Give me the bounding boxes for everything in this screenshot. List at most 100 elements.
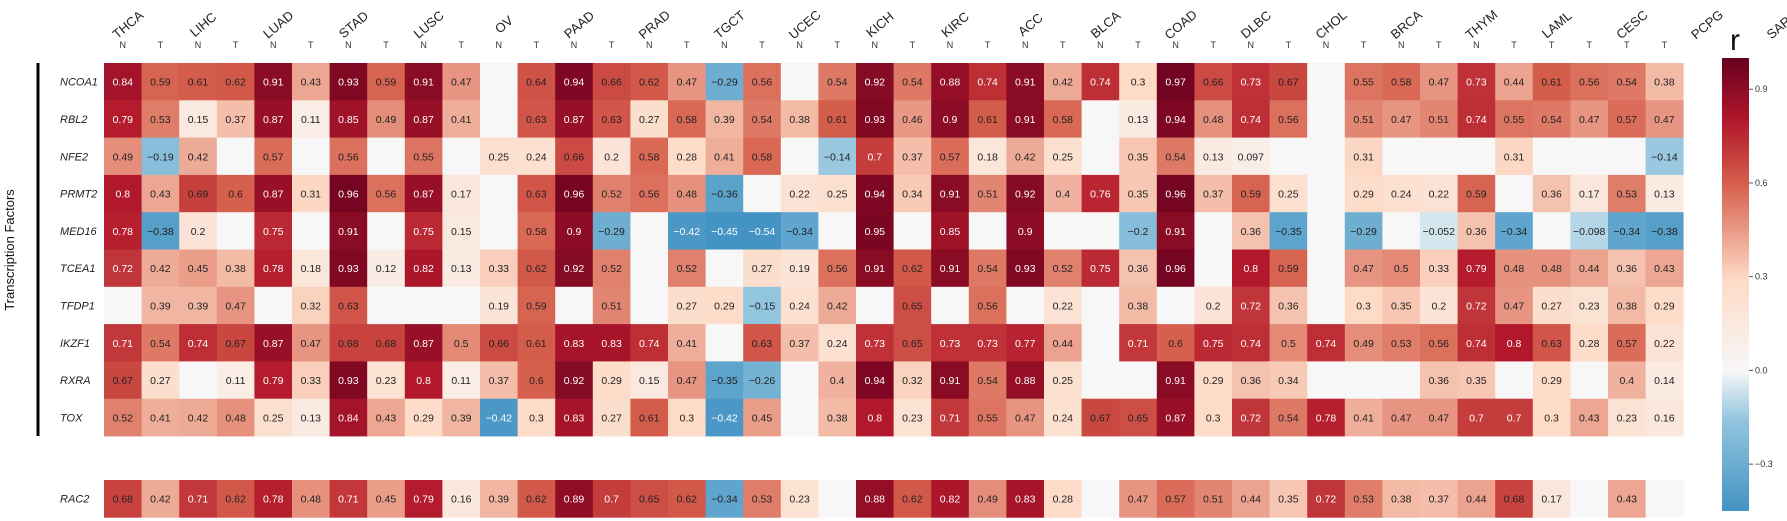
heatmap-cell xyxy=(1645,100,1684,138)
cell-value-RAC2: 0.82 xyxy=(940,494,961,506)
heatmap-cell xyxy=(1044,286,1082,325)
heatmap-cell xyxy=(1119,361,1158,400)
heatmap-cell xyxy=(104,324,142,362)
heatmap-cell xyxy=(1532,174,1571,213)
heatmap-cell xyxy=(818,212,857,250)
cell-value-TFDP1: 0.24 xyxy=(789,300,810,312)
heatmap-cell xyxy=(1232,212,1270,250)
cell-value-PRMT2: 0.25 xyxy=(827,189,848,201)
heatmap-cell xyxy=(856,100,894,138)
cell-value-PRMT2: 0.31 xyxy=(301,189,322,201)
cell-value-TOX: 0.83 xyxy=(564,412,585,424)
cell-value-RAC2: 0.45 xyxy=(376,494,397,506)
heatmap-cell xyxy=(404,324,443,362)
heatmap-cell xyxy=(668,398,706,437)
cell-value-RBL2: 0.79 xyxy=(113,114,134,126)
heatmap-cell xyxy=(931,249,970,288)
cancer-label: CHOL xyxy=(1312,7,1349,42)
cancer-label: KIRC xyxy=(938,9,971,40)
heatmap-cell xyxy=(1344,212,1383,250)
cell-value-TFDP1: 0.51 xyxy=(601,300,622,312)
heatmap-cell xyxy=(1344,174,1383,213)
cell-value-RAC2: 0.62 xyxy=(677,494,698,506)
heatmap-cell xyxy=(292,212,330,250)
cell-value-IKZF1: 0.57 xyxy=(1617,338,1638,350)
heatmap-cell xyxy=(141,212,180,250)
cell-value-RBL2: 0.63 xyxy=(601,114,622,126)
cell-value-RAC2: 0.71 xyxy=(188,494,209,506)
heatmap-cell xyxy=(442,286,481,325)
cell-value-TCEA1: 0.52 xyxy=(677,263,698,275)
heatmap-cell xyxy=(818,63,857,101)
cell-value-NCOA1: 0.61 xyxy=(1541,77,1562,89)
heatmap-cell xyxy=(1232,63,1270,101)
heatmap-cell xyxy=(968,174,1007,213)
cell-value-NFE2: −0.14 xyxy=(824,151,851,163)
heatmap-cell xyxy=(1232,174,1270,213)
heatmap-cell xyxy=(1608,324,1646,362)
heatmap-cell xyxy=(1232,480,1270,518)
cell-value-RBL2: 0.47 xyxy=(1391,114,1412,126)
heatmap-cell xyxy=(705,100,744,138)
cell-value-RXRA: 0.29 xyxy=(1203,375,1224,387)
cell-value-RAC2: 0.23 xyxy=(789,494,810,506)
cell-value-IKZF1: 0.22 xyxy=(1654,338,1675,350)
heatmap-cell xyxy=(592,174,631,213)
cell-value-PRMT2: 0.56 xyxy=(639,189,660,201)
cell-value-TFDP1: 0.72 xyxy=(1241,300,1262,312)
cell-value-TCEA1: 0.79 xyxy=(1466,263,1487,275)
cell-value-NCOA1: 0.62 xyxy=(639,77,660,89)
cell-value-MED16: −0.052 xyxy=(1423,226,1456,238)
heatmap-cell xyxy=(668,174,706,213)
heatmap-cell xyxy=(630,286,669,325)
heatmap-cell xyxy=(1495,480,1534,518)
heatmap-cell xyxy=(780,174,819,213)
heatmap-cell xyxy=(404,286,443,325)
heatmap-cell xyxy=(1307,249,1346,288)
heatmap-cell xyxy=(555,249,594,288)
heatmap-cell xyxy=(179,361,218,400)
cell-value-TCEA1: 0.44 xyxy=(1579,263,1600,275)
cell-value-RBL2: 0.58 xyxy=(1053,114,1074,126)
heatmap-cell xyxy=(1344,286,1383,325)
cell-value-NCOA1: 0.38 xyxy=(1654,77,1675,89)
heatmap-cells: 0.84 0.59 0.61 0.62 0.91 0.43 0.93 0.59 0.91 0.47… xyxy=(104,63,1684,437)
heatmap-cell xyxy=(329,286,368,325)
heatmap-cell xyxy=(367,324,406,362)
cell-value-RBL2: 0.13 xyxy=(1128,114,1149,126)
heatmap-cell xyxy=(517,361,556,400)
heatmap-cell xyxy=(1645,249,1684,288)
heatmap-cell xyxy=(1495,249,1534,288)
cell-value-NCOA1: 0.94 xyxy=(564,77,585,89)
nt-label: N xyxy=(571,40,578,50)
heatmap-cell xyxy=(1194,361,1233,400)
cell-value-NFE2: 0.25 xyxy=(489,151,510,163)
heatmap-cell xyxy=(968,361,1007,400)
cell-value-TOX: 0.42 xyxy=(188,412,209,424)
heatmap-cell xyxy=(329,212,368,250)
cell-value-TCEA1: 0.96 xyxy=(1165,263,1186,275)
heatmap-cell xyxy=(404,100,443,138)
cancer-type-labels: THCA LIHC LUAD STAD LUSC OV PAAD PRAD TGCT UCEC KI… xyxy=(110,7,1787,43)
heatmap-cell xyxy=(780,63,819,101)
rac2-cells: 0.68 0.42 0.71 0.62 0.78 0.48 0.71 0.45 0.79 0.16… xyxy=(104,480,1684,518)
nt-label: T xyxy=(1624,40,1630,50)
cancer-label: PAAD xyxy=(561,8,597,42)
cell-value-TCEA1: 0.5 xyxy=(1394,263,1409,275)
heatmap-cell xyxy=(1344,361,1383,400)
heatmap-cell xyxy=(1194,324,1233,362)
heatmap-cell xyxy=(1156,398,1195,437)
cell-value-TFDP1: 0.59 xyxy=(526,300,547,312)
heatmap-cell xyxy=(931,212,970,250)
nt-label: T xyxy=(308,40,314,50)
heatmap-cell xyxy=(1608,174,1646,213)
heatmap-cell xyxy=(1119,174,1158,213)
heatmap-cell xyxy=(1269,324,1308,362)
heatmap-cell xyxy=(1269,63,1308,101)
heatmap-cell xyxy=(780,212,819,250)
heatmap-cell xyxy=(292,286,330,325)
gene-label: PRMT2 xyxy=(60,189,97,201)
cell-value-NCOA1: 0.66 xyxy=(601,77,622,89)
cell-value-RXRA: 0.4 xyxy=(830,375,845,387)
heatmap-cell xyxy=(292,63,330,101)
